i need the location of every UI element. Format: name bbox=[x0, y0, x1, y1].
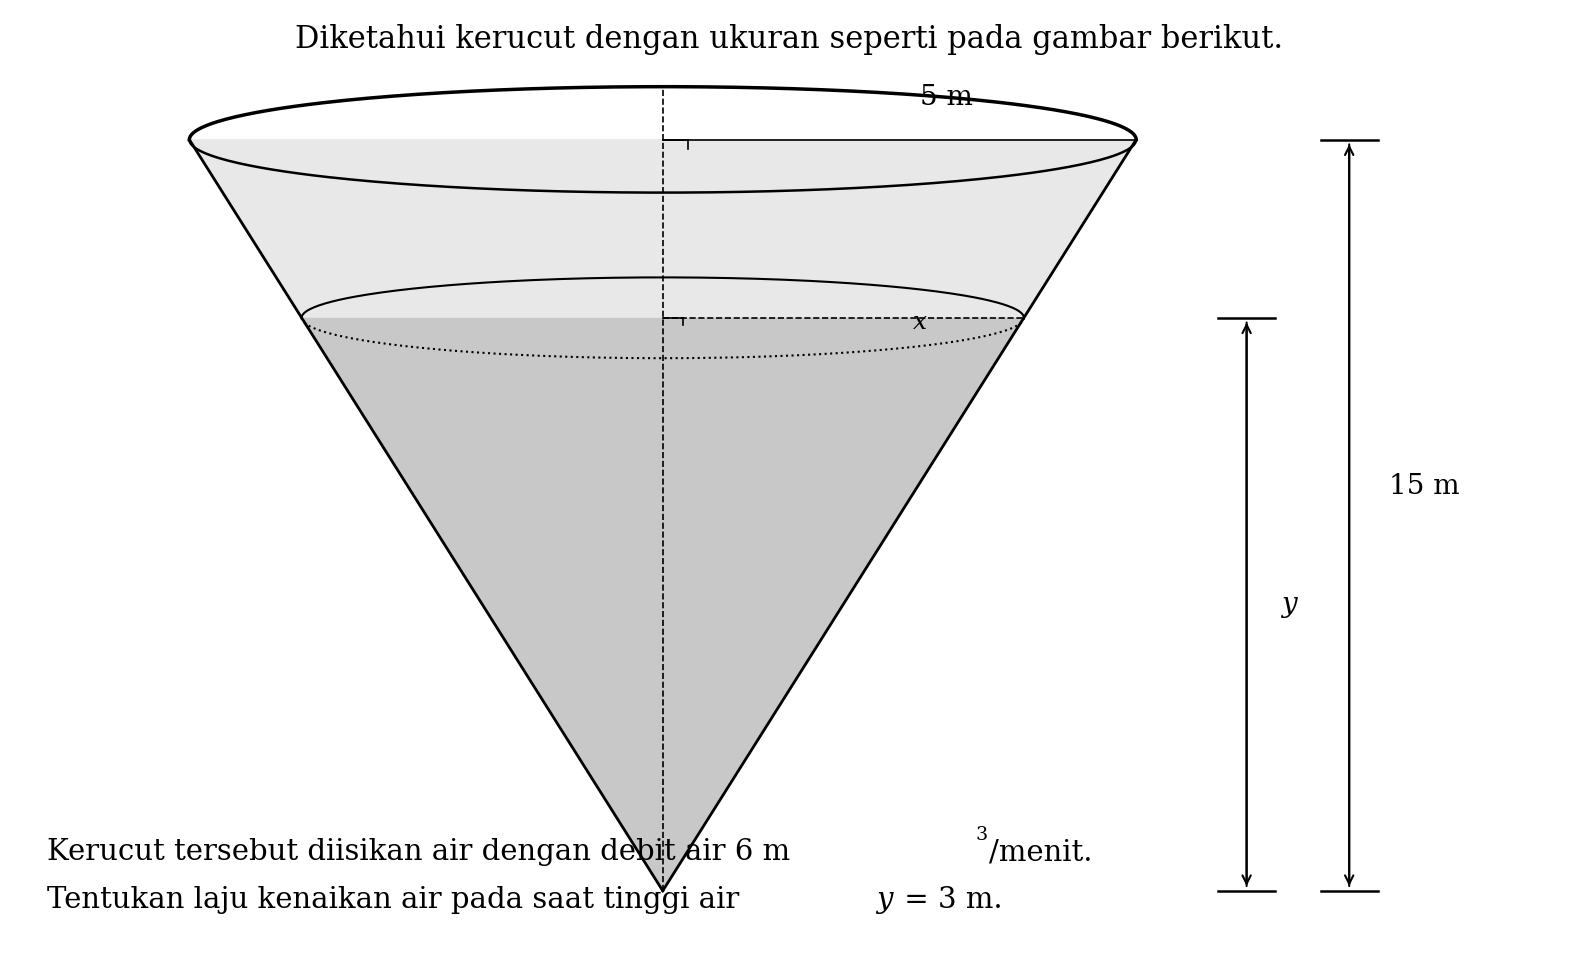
Text: = 3 m.: = 3 m. bbox=[895, 886, 1002, 915]
Text: x: x bbox=[914, 311, 928, 334]
Text: 3: 3 bbox=[975, 826, 988, 844]
Text: Kerucut tersebut diisikan air dengan debit air 6 m: Kerucut tersebut diisikan air dengan deb… bbox=[47, 838, 791, 867]
Polygon shape bbox=[189, 140, 1136, 318]
Text: y: y bbox=[1281, 590, 1297, 618]
Text: 5 m: 5 m bbox=[920, 84, 974, 111]
Polygon shape bbox=[189, 140, 1136, 891]
Text: /menit.: /menit. bbox=[989, 838, 1094, 867]
Text: Diketahui kerucut dengan ukuran seperti pada gambar berikut.: Diketahui kerucut dengan ukuran seperti … bbox=[295, 24, 1283, 55]
Text: y: y bbox=[876, 886, 892, 915]
Text: 15 m: 15 m bbox=[1389, 473, 1460, 500]
Text: Tentukan laju kenaikan air pada saat tinggi air: Tentukan laju kenaikan air pada saat tin… bbox=[47, 886, 750, 915]
